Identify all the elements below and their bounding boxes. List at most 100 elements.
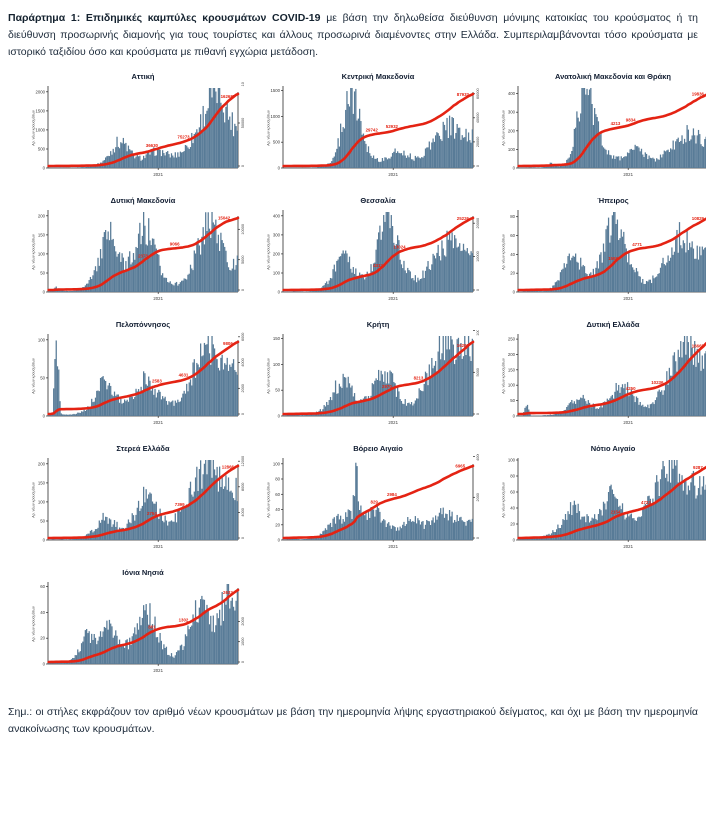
svg-text:10000: 10000 <box>241 224 245 235</box>
svg-text:0: 0 <box>43 538 46 543</box>
bars-group <box>285 88 473 168</box>
cumulative-annotation: 87932 <box>457 92 470 97</box>
cumulative-line <box>517 341 706 416</box>
svg-text:0: 0 <box>476 289 480 291</box>
bars-group <box>48 584 238 664</box>
cumulative-annotation: 829 <box>371 500 379 505</box>
svg-text:20000: 20000 <box>476 137 480 148</box>
svg-text:1500: 1500 <box>270 88 280 93</box>
region-chart: Θεσσαλία 0 100 200 300 400 0 10000 20000 Αρ. νέω… <box>265 195 491 302</box>
bars-group <box>283 462 473 540</box>
svg-text:100000: 100000 <box>241 82 245 86</box>
chart-title: Βόρειο Αιγαίο <box>353 444 403 453</box>
svg-text:100: 100 <box>38 251 46 256</box>
svg-text:2000: 2000 <box>476 493 480 501</box>
svg-text:100: 100 <box>38 499 46 504</box>
svg-text:60000: 60000 <box>476 88 480 99</box>
cumulative-annotation: 4631 <box>179 373 189 378</box>
svg-text:0: 0 <box>241 289 245 291</box>
svg-text:200: 200 <box>273 251 281 256</box>
bars-group <box>283 212 473 292</box>
cumulative-annotation: 9834 <box>626 117 636 122</box>
svg-text:1000: 1000 <box>270 114 280 119</box>
svg-text:0: 0 <box>43 414 46 419</box>
cumulative-annotation: 13024 <box>393 245 406 250</box>
cumulative-annotation: 162687 <box>221 94 236 99</box>
annotations-group: 4250 10236 16665 <box>626 344 705 391</box>
x-axis-label: 2021 <box>623 296 633 301</box>
svg-text:20: 20 <box>275 522 280 527</box>
svg-text:80: 80 <box>510 474 515 479</box>
left-axis-label: Αρ. νέων κρουσμάτων <box>32 110 36 146</box>
chart-plot: 0 50 100 150 200 0 4000 8000 12000 Αρ. νέων κρουσ… <box>32 456 246 549</box>
x-axis-label: 2021 <box>153 544 163 549</box>
svg-text:6000: 6000 <box>241 333 245 341</box>
cumulative-annotation: 6965 <box>455 464 465 469</box>
cumulative-line <box>517 93 706 168</box>
cumulative-line <box>47 340 240 416</box>
svg-text:20: 20 <box>40 636 45 641</box>
chart-title: Κεντρική Μακεδονία <box>341 72 415 81</box>
svg-text:40: 40 <box>510 252 515 257</box>
left-axis-label: Αρ. νέων κρουσμάτων <box>267 110 271 146</box>
x-axis-label: 2021 <box>623 420 633 425</box>
cumulative-annotation: 25226 <box>457 216 470 221</box>
svg-text:0: 0 <box>513 166 516 171</box>
cumulative-annotation: 75273 <box>177 135 190 140</box>
svg-text:8000: 8000 <box>241 483 245 491</box>
annotations-group: 36630 75273 162687 <box>146 94 236 148</box>
svg-text:0: 0 <box>278 290 281 295</box>
chart-title: Δυτική Μακεδονία <box>110 196 176 205</box>
x-axis-label: 2021 <box>388 172 398 177</box>
footnote: Σημ.: οι στήλες εκφράζουν τον αριθμό νέω… <box>8 704 698 738</box>
cumulative-annotation: 10236 <box>651 380 664 385</box>
x-axis-label: 2021 <box>153 296 163 301</box>
annotations-group: 829 2984 6965 <box>371 464 466 505</box>
svg-text:0: 0 <box>513 414 516 419</box>
appendix-caption-bold: Παράρτημα 1: Επιδημικές καμπύλες κρουσμά… <box>8 12 321 24</box>
region-chart: Νότιο Αιγαίο 0204060801000300060009000Αρ… <box>500 443 706 550</box>
svg-text:0: 0 <box>278 414 281 419</box>
cumulative-annotation: 9066 <box>170 241 180 246</box>
left-axis-label: Αρ. νέων κρουσμάτων <box>267 482 271 518</box>
cumulative-annotation: 8213 <box>414 375 424 380</box>
svg-text:0: 0 <box>513 538 516 543</box>
left-axis-label: Αρ. νέων κρουσμάτων <box>267 234 271 270</box>
annotations-group: 2583 4631 9806 <box>152 341 233 384</box>
appendix-caption: Παράρτημα 1: Επιδημικές καμπύλες κρουσμά… <box>8 10 698 61</box>
bars-group <box>48 88 238 168</box>
svg-text:80: 80 <box>275 477 280 482</box>
cumulative-annotation: 2984 <box>387 492 397 497</box>
left-axis-label: Αρ. νέων κρουσμάτων <box>267 358 271 394</box>
cumulative-line <box>282 92 475 168</box>
svg-text:0: 0 <box>241 165 245 167</box>
bars-group <box>283 336 473 416</box>
svg-text:40: 40 <box>510 506 515 511</box>
cumulative-line <box>517 217 706 292</box>
svg-text:250: 250 <box>508 337 516 342</box>
svg-text:10000: 10000 <box>476 251 480 262</box>
cumulative-line <box>517 465 706 540</box>
region-chart: Κρήτη 050100150050001000015000Αρ. νέων κ… <box>265 319 491 426</box>
region-chart: Ιόνια Νησιά 0 20 40 60 0 1000 2000 Αρ. νέων κρο… <box>30 567 256 674</box>
cumulative-annotation: 16291 <box>457 343 470 348</box>
svg-text:50: 50 <box>275 388 280 393</box>
svg-text:2000: 2000 <box>241 384 245 392</box>
svg-text:0: 0 <box>476 413 480 415</box>
svg-text:0: 0 <box>241 413 245 415</box>
svg-text:60: 60 <box>40 584 45 589</box>
chart-plot: 0 20 40 60 0 1000 2000 Αρ. νέων κρουσμάτων 2021 8… <box>32 582 245 673</box>
annotations-group: 4213 9834 19836 <box>611 92 705 126</box>
svg-text:50: 50 <box>40 519 45 524</box>
region-chart: Βόρειο Αιγαίο 0204060801000200040006000Α… <box>265 443 491 550</box>
annotations-group: 2970 8213 16291 <box>382 343 470 389</box>
svg-text:0: 0 <box>476 165 480 167</box>
cumulative-annotation: 2373 <box>138 254 148 259</box>
svg-text:50: 50 <box>510 398 515 403</box>
svg-text:40: 40 <box>275 507 280 512</box>
chart-title: Δυτική Ελλάδα <box>586 320 640 329</box>
svg-text:0: 0 <box>278 538 281 543</box>
cumulative-annotation: 4723 <box>641 500 651 505</box>
svg-text:150: 150 <box>38 232 46 237</box>
left-axis-label: Αρ. νέων κρουσμάτων <box>32 234 36 270</box>
